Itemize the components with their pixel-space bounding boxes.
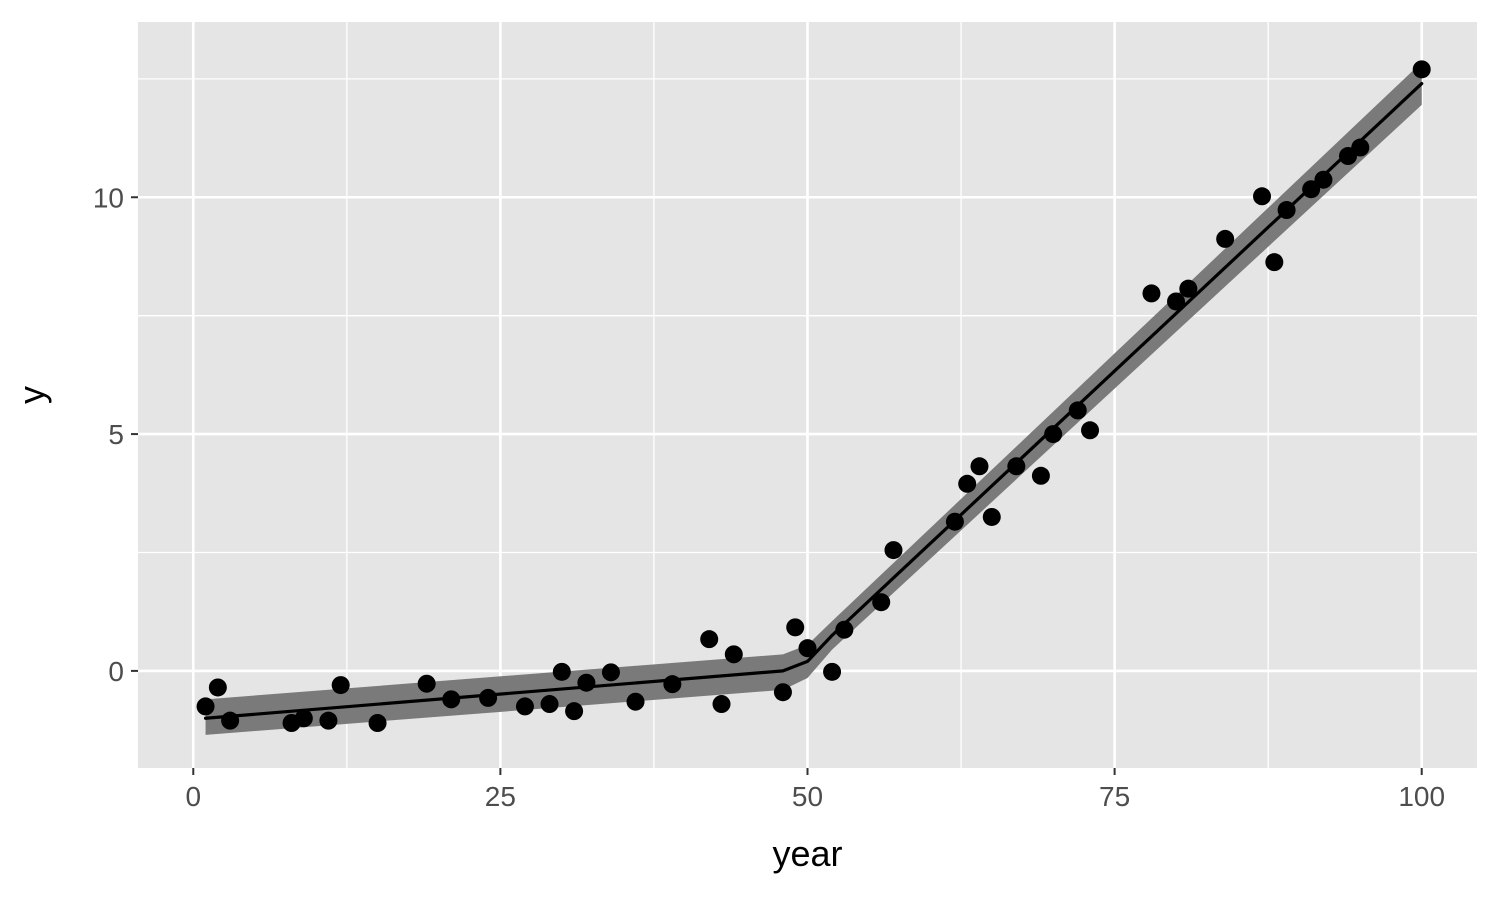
data-points: [196, 60, 1431, 732]
data-point: [1302, 180, 1321, 199]
y-tick-label: 10: [93, 182, 124, 213]
data-point: [1142, 284, 1161, 303]
data-point: [663, 675, 682, 694]
data-point: [1351, 138, 1370, 157]
x-tick-label: 25: [485, 781, 516, 812]
data-point: [294, 709, 313, 728]
data-point: [1314, 170, 1333, 189]
data-point: [1277, 201, 1296, 220]
data-point: [1179, 279, 1198, 298]
data-point: [884, 541, 903, 560]
data-point: [601, 663, 620, 682]
data-point: [773, 683, 792, 702]
x-tick-label: 50: [792, 781, 823, 812]
data-point: [368, 714, 387, 732]
data-point: [835, 620, 854, 639]
data-point: [872, 593, 891, 612]
data-point: [945, 512, 964, 531]
data-point: [1216, 229, 1235, 248]
data-point: [982, 507, 1001, 526]
data-point: [798, 639, 817, 658]
data-point: [331, 676, 350, 695]
data-point: [1007, 457, 1026, 476]
y-tick-label: 5: [108, 419, 124, 450]
y-axis-title: y: [11, 386, 52, 404]
data-point: [442, 690, 461, 709]
data-point: [1253, 187, 1272, 206]
data-point: [712, 695, 731, 714]
data-point: [221, 711, 240, 730]
y-axis: 0 5 10: [93, 182, 138, 687]
data-point: [786, 618, 805, 637]
data-point: [626, 692, 645, 711]
data-point: [565, 702, 584, 721]
data-point: [552, 662, 571, 681]
data-point: [1031, 466, 1050, 485]
x-tick-label: 75: [1099, 781, 1130, 812]
data-point: [823, 662, 842, 681]
data-point: [196, 697, 215, 716]
data-point: [700, 630, 719, 649]
data-point: [208, 678, 227, 697]
data-point: [577, 673, 596, 692]
x-axis: 0 25 50 75 100: [185, 768, 1445, 812]
data-point: [319, 711, 338, 730]
data-point: [1167, 292, 1186, 311]
data-point: [958, 474, 977, 493]
data-point: [1081, 421, 1100, 440]
data-point: [540, 695, 559, 714]
data-point: [515, 697, 534, 716]
x-axis-title: year: [772, 833, 842, 874]
data-point: [1044, 425, 1063, 444]
data-point: [970, 457, 989, 476]
data-point: [1068, 401, 1087, 420]
x-tick-label: 100: [1398, 781, 1445, 812]
x-tick-label: 0: [185, 781, 201, 812]
data-point: [724, 645, 743, 664]
y-tick-label: 0: [108, 656, 124, 687]
data-point: [1412, 60, 1431, 79]
data-point: [417, 674, 436, 693]
data-point: [1265, 253, 1284, 272]
data-point: [479, 688, 498, 707]
